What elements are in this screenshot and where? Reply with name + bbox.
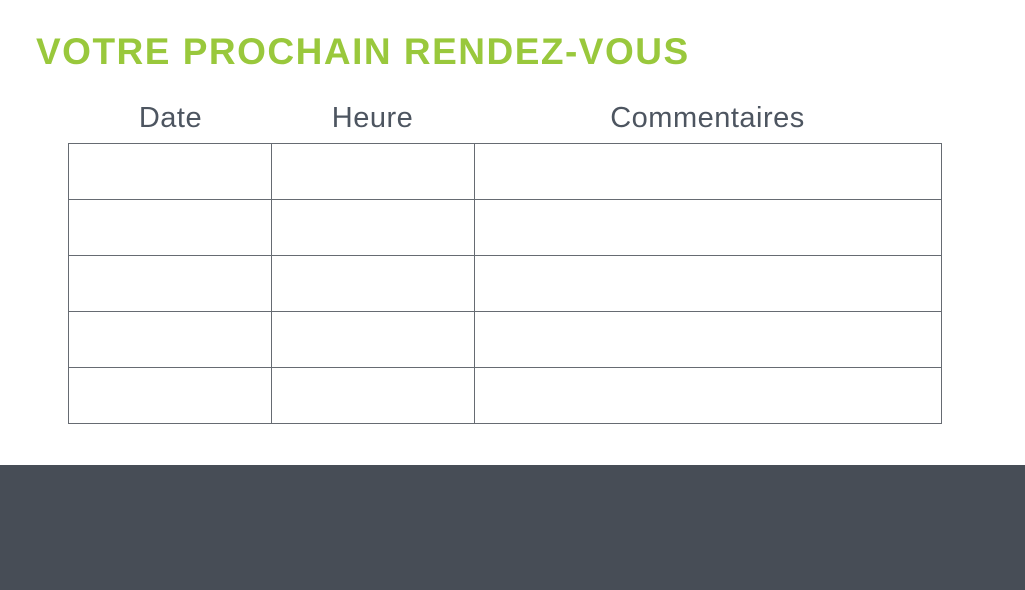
table-cell — [68, 367, 272, 424]
table-cell — [68, 199, 272, 256]
table-cell — [474, 143, 942, 200]
appointments-table — [68, 143, 942, 424]
table-cell — [68, 143, 272, 200]
table-row — [68, 367, 942, 424]
footer-bar — [0, 465, 1025, 590]
table-row — [68, 255, 942, 312]
table-row — [68, 199, 942, 256]
table-cell — [68, 255, 272, 312]
table-cell — [271, 255, 475, 312]
appointments-table-body — [68, 143, 942, 424]
column-header-heure: Heure — [331, 102, 414, 134]
table-cell — [474, 255, 942, 312]
table-cell — [474, 367, 942, 424]
column-header-commentaires: Commentaires — [610, 102, 805, 134]
table-cell — [68, 311, 272, 368]
table-cell — [271, 311, 475, 368]
table-row — [68, 311, 942, 368]
page-title: VOTRE PROCHAIN RENDEZ-VOUS — [36, 31, 690, 72]
table-cell — [271, 367, 475, 424]
table-cell — [271, 199, 475, 256]
table-row — [68, 143, 942, 200]
table-cell — [474, 311, 942, 368]
column-header-date: Date — [138, 102, 203, 134]
table-cell — [271, 143, 475, 200]
table-cell — [474, 199, 942, 256]
